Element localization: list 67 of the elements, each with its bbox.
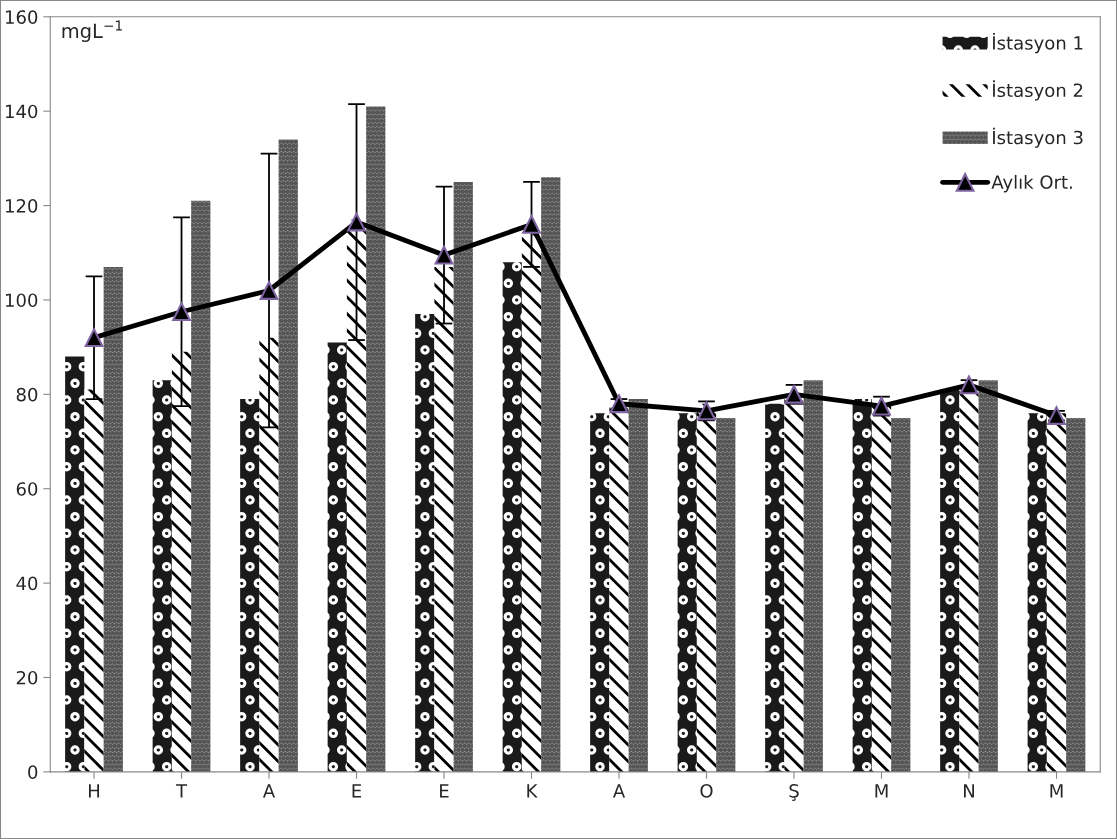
bar <box>240 399 260 772</box>
point <box>434 245 454 265</box>
bar <box>434 266 454 772</box>
x-tick-label: M <box>1050 784 1063 798</box>
y-tick-label: 140 <box>5 104 38 119</box>
bar <box>415 314 435 772</box>
bar <box>696 403 717 772</box>
bar <box>784 399 804 772</box>
x-tick-label: A <box>262 784 276 798</box>
bar <box>502 262 522 772</box>
x-tick-label: T <box>175 784 188 798</box>
legend-label: İstasyon 1 <box>993 33 1083 54</box>
x-tick-label: E <box>440 784 449 798</box>
bar <box>590 413 610 772</box>
bar <box>891 417 911 772</box>
x-tick-label: A <box>612 784 626 798</box>
bar <box>1046 413 1067 772</box>
y-tick-label: 40 <box>16 576 38 591</box>
x-tick-label: K <box>527 784 538 798</box>
bar <box>171 351 192 772</box>
legend-label: İstasyon 2 <box>993 80 1083 101</box>
y-tick-label: 100 <box>5 293 38 308</box>
y-tick-label: 20 <box>16 670 38 685</box>
x-tick-label: O <box>700 784 713 798</box>
bar <box>852 399 872 772</box>
x-tick-label: H <box>89 784 100 798</box>
y-tick-label: 120 <box>5 199 38 213</box>
bar <box>65 356 85 772</box>
bar <box>1027 413 1047 772</box>
point <box>259 281 279 300</box>
y-tick-label: 60 <box>16 482 38 496</box>
bar <box>84 389 104 772</box>
legend-label: İstasyon 3 <box>993 127 1083 148</box>
bar <box>803 380 823 772</box>
bar <box>346 219 367 772</box>
point <box>347 212 366 232</box>
bar <box>453 181 473 772</box>
point <box>84 328 104 348</box>
bar <box>677 413 697 772</box>
legend-label: Aylık Ort. <box>991 174 1072 193</box>
bar <box>628 399 648 772</box>
bar <box>327 342 347 772</box>
bar <box>259 337 279 772</box>
bar <box>765 403 785 772</box>
x-tick-label: Ş <box>789 784 799 801</box>
bar <box>191 200 211 772</box>
bar <box>609 399 629 772</box>
bar <box>940 389 960 772</box>
bar <box>278 139 298 772</box>
bar <box>541 177 561 772</box>
bar <box>871 403 892 772</box>
y-tick-label: 80 <box>16 387 38 402</box>
y-tick-label: 160 <box>5 10 38 24</box>
bar <box>716 417 736 772</box>
y-axis-title: mgL$^{−1}$ <box>62 20 122 42</box>
bar <box>978 380 998 772</box>
bar <box>152 380 172 772</box>
point <box>172 302 191 322</box>
bar <box>521 233 542 772</box>
bar <box>366 106 386 772</box>
point <box>522 215 541 234</box>
bar <box>1066 417 1086 772</box>
bar <box>103 266 123 772</box>
x-tick-label: M <box>875 784 888 798</box>
y-tick-label: 0 <box>28 765 38 779</box>
x-tick-label: N <box>964 784 974 798</box>
x-tick-label: E <box>352 784 362 798</box>
